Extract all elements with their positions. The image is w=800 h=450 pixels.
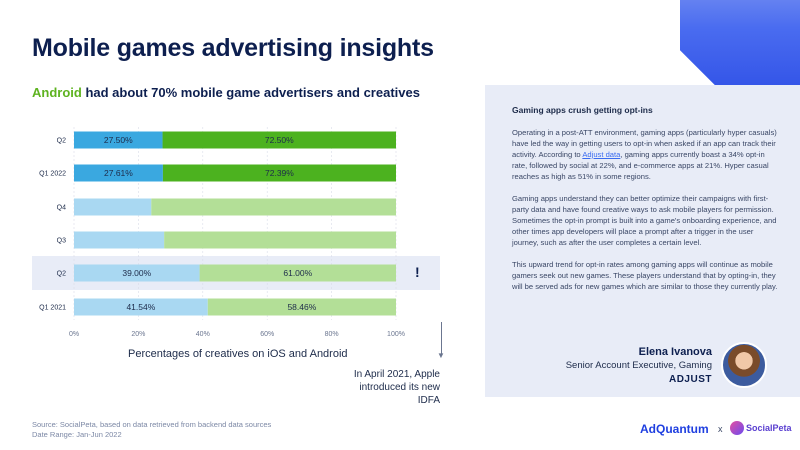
- panel-body: Operating in a post-ATT environment, gam…: [512, 127, 780, 303]
- x-tick-label: 80%: [325, 331, 339, 338]
- socialpeta-logo: SocialPeta: [746, 423, 792, 433]
- subtitle-accent: Android: [32, 85, 82, 100]
- author-role: Senior Account Executive, Gaming: [565, 360, 712, 371]
- panel-heading: Gaming apps crush getting opt-ins: [512, 105, 653, 115]
- subtitle-text: had about 70% mobile game advertisers an…: [81, 85, 420, 100]
- bar-segment: [74, 198, 152, 216]
- bar-data-label: 39.00%: [122, 268, 151, 278]
- x-tick-label: 100%: [387, 331, 405, 338]
- panel-paragraph-2: Gaming apps understand they can better o…: [512, 194, 777, 247]
- bar-data-label: 61.00%: [283, 268, 312, 278]
- y-category-label: Q2: [57, 271, 66, 278]
- bar-segment: [74, 131, 163, 149]
- annotation-arrow: [441, 322, 442, 354]
- socialpeta-logo-icon: [730, 421, 744, 435]
- brand-separator: x: [718, 424, 723, 434]
- bar-data-label: 41.54%: [126, 302, 155, 312]
- panel-paragraph-1: Operating in a post-ATT environment, gam…: [512, 127, 780, 182]
- y-category-label: Q1 2022: [39, 171, 66, 178]
- y-category-label: Q3: [57, 238, 66, 245]
- bar-segment: [151, 198, 396, 216]
- bar-segment: [162, 131, 396, 149]
- avatar: [721, 342, 767, 388]
- x-tick-label: 0%: [69, 331, 79, 338]
- bar-data-label: 58.46%: [287, 302, 316, 312]
- y-category-label: Q2: [57, 138, 66, 145]
- y-category-label: Q1 2021: [39, 305, 66, 312]
- source-line: Source: SocialPeta, based on data retrie…: [32, 420, 272, 429]
- x-tick-label: 40%: [196, 331, 210, 338]
- adquantum-logo: AdQuantum: [640, 422, 709, 436]
- bar-segment: [74, 231, 165, 249]
- bar-segment: [74, 164, 163, 182]
- x-axis-title: Percentages of creatives on iOS and Andr…: [128, 348, 348, 360]
- x-tick-label: 20%: [131, 331, 145, 338]
- exclamation-marker: !: [415, 264, 420, 280]
- idfa-annotation: In April 2021, Apple introduced its new …: [353, 369, 440, 406]
- y-category-label: Q4: [57, 205, 66, 212]
- bar-segment: [207, 298, 396, 316]
- bar-segment: [199, 264, 396, 282]
- bar-segment: [162, 164, 396, 182]
- adjust-logo: ADJUST: [668, 374, 712, 385]
- bar-data-label: 72.39%: [265, 168, 294, 178]
- author-name: Elena Ivanova: [638, 346, 712, 358]
- bar-segment: [74, 298, 208, 316]
- adquantum-logo-text: AdQuantum: [640, 422, 709, 436]
- source-note: Source: SocialPeta, based on data retrie…: [32, 420, 271, 440]
- bar-data-label: 72.50%: [265, 135, 294, 145]
- panel-paragraph-3: This upward trend for opt-in rates among…: [512, 260, 778, 291]
- adjust-data-link[interactable]: Adjust data: [582, 150, 621, 159]
- bar-segment: [164, 231, 396, 249]
- paragraph-text: , gaming apps currently boast a 34% opt-…: [512, 150, 769, 181]
- paragraph-text: Operating in a post-ATT environment, gam…: [512, 128, 777, 159]
- date-range-line: Date Range: Jan-Jun 2022: [32, 430, 122, 439]
- bar-data-label: 27.50%: [104, 135, 133, 145]
- arrow-down-icon: ▼: [437, 351, 445, 360]
- x-tick-label: 60%: [260, 331, 274, 338]
- page-title: Mobile games advertising insights: [32, 34, 434, 62]
- chart-subtitle: Android had about 70% mobile game advert…: [32, 85, 420, 100]
- bar-data-label: 27.61%: [104, 168, 133, 178]
- bar-segment: [74, 264, 200, 282]
